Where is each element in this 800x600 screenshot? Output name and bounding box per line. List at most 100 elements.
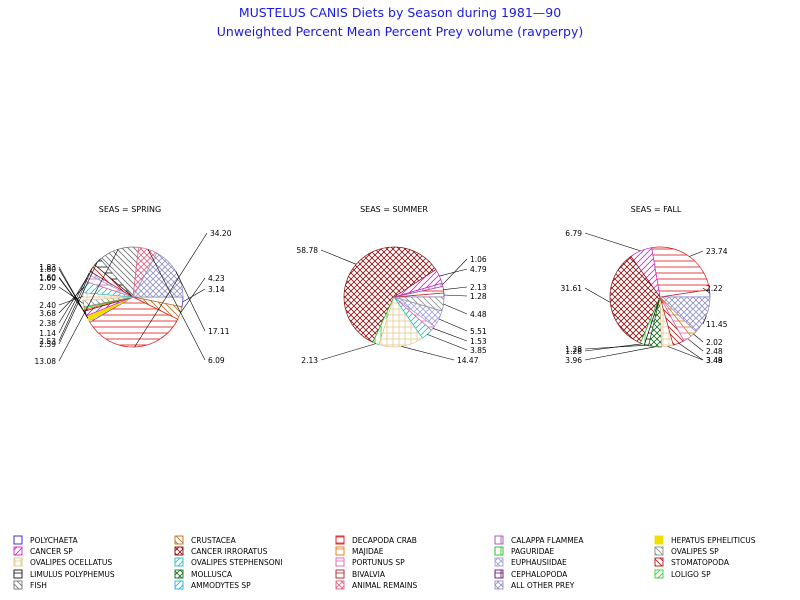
slice-value-label: 6.09	[208, 356, 225, 365]
slice-value-label: 2.48	[706, 347, 723, 356]
legend-item-ovalipes-sp: OVALIPES SP	[654, 546, 719, 556]
leader-line	[439, 268, 468, 277]
leader-line	[58, 267, 93, 342]
slice-value-label: 1.83	[39, 263, 56, 272]
legend-label: POLYCHAETA	[30, 536, 79, 545]
legend-label: LOLIGO SP	[671, 570, 711, 579]
leader-line	[443, 303, 468, 315]
slice-value-label: 3.14	[208, 285, 225, 294]
legend-item-decapoda-crab: DECAPODA CRAB	[335, 535, 417, 545]
legend-label: AMMODYTES SP	[191, 581, 251, 590]
slice-value-label: 2.13	[301, 356, 318, 365]
slice-value-label: 34.20	[210, 229, 232, 238]
slice-value-label: 4.23	[208, 274, 225, 283]
slice-value-label: 23.74	[706, 247, 728, 256]
leader-line	[443, 286, 468, 290]
slice-value-label: 13.08	[35, 357, 57, 366]
legend-item-bivalvia: BIVALVIA	[335, 569, 386, 579]
legend-swatch	[13, 535, 23, 545]
legend-swatch	[174, 557, 184, 567]
leader-line	[58, 277, 88, 324]
legend-item-euphausiidae: EUPHAUSIIDAE	[494, 557, 567, 567]
pie-charts: SEAS = SPRING 34.20 4.23 3.14 17.11 6.09 13.08…	[35, 205, 728, 366]
pie-slice-decapoda-crab	[651, 246, 710, 298]
legend-item-all-other-prey: ALL OTHER PREY	[494, 580, 575, 590]
legend-swatch	[174, 569, 184, 579]
legend-item-calappa-flammea: CALAPPA FLAMMEA	[494, 535, 584, 545]
legend-swatch	[335, 569, 345, 579]
slice-value-label: 3.68	[39, 309, 56, 318]
legend-label: CEPHALOPODA	[511, 570, 568, 579]
leader-line	[58, 286, 84, 304]
legend-swatch	[654, 535, 664, 545]
slice-value-label: 2.13	[470, 283, 487, 292]
legend-swatch	[335, 546, 345, 556]
leader-line	[584, 232, 641, 252]
legend-label: DECAPODA CRAB	[352, 536, 417, 545]
leader-line	[702, 315, 707, 325]
legend-label: OVALIPES OCELLATUS	[30, 558, 112, 567]
slice-value-label: 2.38	[39, 319, 56, 328]
legend-swatch	[335, 535, 345, 545]
slice-value-label: 3.49	[706, 356, 723, 365]
leader-line	[427, 334, 468, 351]
legend-swatch	[174, 580, 184, 590]
legend-swatch	[335, 557, 345, 567]
legend-label: PAGURIDAE	[511, 547, 555, 556]
legend-label: ALL OTHER PREY	[511, 581, 575, 590]
legend-swatch	[335, 580, 345, 590]
slice-value-label: 2.59	[39, 340, 56, 349]
slice-value-label: 3.96	[565, 356, 582, 365]
leader-line	[58, 249, 119, 362]
legend-item-crustacea: CRUSTACEA	[174, 535, 237, 545]
leader-line	[584, 287, 611, 303]
pie-slice-cancer-irroratus	[609, 255, 661, 344]
slice-value-label: 58.78	[297, 246, 319, 255]
legend-label: BIVALVIA	[352, 570, 386, 579]
leader-line	[432, 328, 468, 342]
leader-line	[438, 318, 468, 332]
legend-label: LIMULUS POLYPHEMUS	[30, 570, 115, 579]
legend-label: EUPHAUSIIDAE	[511, 558, 567, 567]
leader-line	[584, 344, 647, 350]
slice-value-label: 2.53	[39, 337, 56, 346]
slice-value-label: 6.79	[565, 229, 582, 238]
slice-value-label: 3.48	[706, 356, 723, 365]
leader-line	[58, 286, 85, 314]
legend-label: CANCER IRRORATUS	[191, 547, 268, 556]
legend-swatch	[654, 557, 664, 567]
slice-value-label: 2.40	[39, 301, 56, 310]
legend-item-ovalipes-stephensoni: OVALIPES STEPHENSONI	[174, 557, 282, 567]
legend-item-polychaeta: POLYCHAETA	[13, 535, 79, 545]
legend-swatch	[174, 546, 184, 556]
legend-label: OVALIPES SP	[671, 547, 719, 556]
slice-value-label: 5.51	[470, 327, 487, 336]
slice-value-label: 2.09	[39, 283, 56, 292]
slice-value-label: 14.47	[457, 356, 479, 365]
leader-line	[702, 287, 711, 294]
legend-label: OVALIPES STEPHENSONI	[191, 558, 282, 567]
legend-item-limulus-polyphemus: LIMULUS POLYPHEMUS	[13, 569, 115, 579]
legend-swatch	[494, 557, 504, 567]
legend-label: HEPATUS EPHELITICUS	[671, 536, 756, 545]
legend-item-hepatus-epheliticus: HEPATUS EPHELITICUS	[654, 535, 756, 545]
legend-swatch	[13, 557, 23, 567]
slice-value-label: 1.80	[39, 265, 56, 274]
leader-line	[180, 277, 206, 314]
leader-line	[320, 249, 357, 265]
leader-line	[667, 346, 704, 361]
slice-value-label: 1.28	[470, 292, 487, 301]
slice-value-label: 1.14	[39, 329, 56, 338]
legend: POLYCHAETA CRUSTACEA DECAPODA CRAB CALAPPA …	[13, 535, 756, 590]
legend-swatch	[174, 535, 184, 545]
leader-line	[175, 271, 206, 332]
slice-value-label: 2.22	[706, 284, 723, 293]
legend-label: CANCER SP	[30, 547, 73, 556]
legend-label: CALAPPA FLAMMEA	[511, 536, 584, 545]
leader-line	[320, 343, 376, 361]
leader-line	[58, 266, 89, 319]
legend-swatch	[654, 569, 664, 579]
legend-label: MOLLUSCA	[191, 570, 233, 579]
chart-subtitle: Unweighted Percent Mean Percent Prey vol…	[217, 24, 583, 39]
